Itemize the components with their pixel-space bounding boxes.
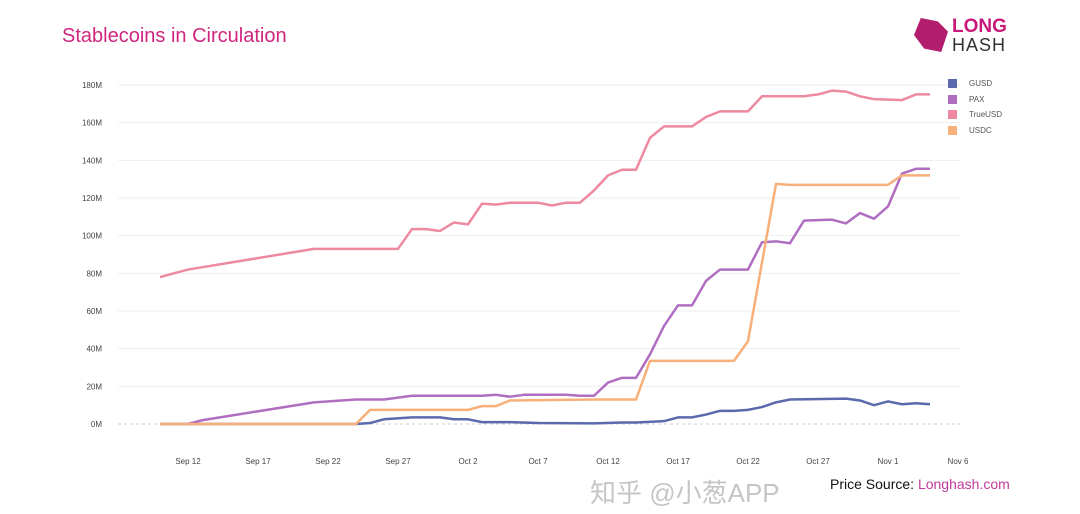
legend-swatch bbox=[948, 125, 957, 135]
legend-label: USDC bbox=[969, 125, 992, 135]
x-tick-label: Oct 12 bbox=[596, 457, 620, 466]
source-label: Price Source: bbox=[830, 476, 915, 492]
x-tick-label: Oct 27 bbox=[806, 457, 830, 466]
legend-item-trueusd[interactable]: TrueUSD bbox=[948, 107, 1002, 123]
price-source: Price Source: Longhash.com bbox=[830, 476, 1010, 492]
legend: GUSD PAX TrueUSD USDC bbox=[948, 76, 1002, 138]
y-tick-label: 160M bbox=[82, 119, 102, 128]
y-tick-label: 80M bbox=[86, 269, 102, 278]
series-line-pax bbox=[160, 167, 930, 426]
y-tick-label: 100M bbox=[82, 232, 102, 241]
x-tick-label: Sep 17 bbox=[245, 457, 271, 466]
x-tick-label: Oct 17 bbox=[666, 457, 690, 466]
x-tick-label: Nov 6 bbox=[948, 457, 969, 466]
legend-label: GUSD bbox=[969, 79, 993, 89]
source-link[interactable]: Longhash.com bbox=[917, 476, 1010, 492]
x-tick-label: Oct 7 bbox=[528, 457, 548, 466]
legend-item-gusd[interactable]: GUSD bbox=[948, 76, 1002, 92]
legend-item-usdc[interactable]: USDC bbox=[948, 123, 1002, 139]
y-tick-label: 180M bbox=[82, 81, 102, 90]
y-tick-label: 20M bbox=[86, 382, 102, 391]
legend-label: TrueUSD bbox=[969, 110, 1003, 120]
x-tick-label: Nov 1 bbox=[878, 457, 899, 466]
series-line-gusd bbox=[160, 397, 931, 426]
y-tick-label: 60M bbox=[86, 307, 102, 316]
x-tick-label: Oct 2 bbox=[458, 457, 478, 466]
x-tick-label: Oct 22 bbox=[736, 457, 760, 466]
x-tick-label: Sep 27 bbox=[385, 457, 411, 466]
y-tick-label: 40M bbox=[86, 345, 102, 354]
longhash-logo: LONG HASH bbox=[914, 16, 1014, 56]
legend-label: PAX bbox=[969, 94, 985, 104]
logo-line2: HASH bbox=[952, 35, 1007, 55]
y-tick-label: 140M bbox=[82, 156, 102, 165]
x-tick-label: Sep 12 bbox=[175, 457, 201, 466]
chart-title: Stablecoins in Circulation bbox=[62, 25, 287, 47]
legend-swatch bbox=[948, 110, 957, 120]
watermark: 知乎 @小葱APP bbox=[590, 478, 780, 508]
legend-swatch bbox=[948, 94, 957, 104]
legend-swatch bbox=[948, 79, 957, 89]
y-tick-label: 0M bbox=[91, 420, 102, 429]
series-line-usdc bbox=[160, 174, 930, 426]
series-line-trueusd bbox=[159, 89, 930, 279]
y-tick-label: 120M bbox=[82, 194, 102, 203]
legend-item-pax[interactable]: PAX bbox=[948, 92, 1002, 108]
x-tick-label: Sep 22 bbox=[315, 457, 341, 466]
logo-line1: LONG bbox=[952, 16, 1007, 37]
